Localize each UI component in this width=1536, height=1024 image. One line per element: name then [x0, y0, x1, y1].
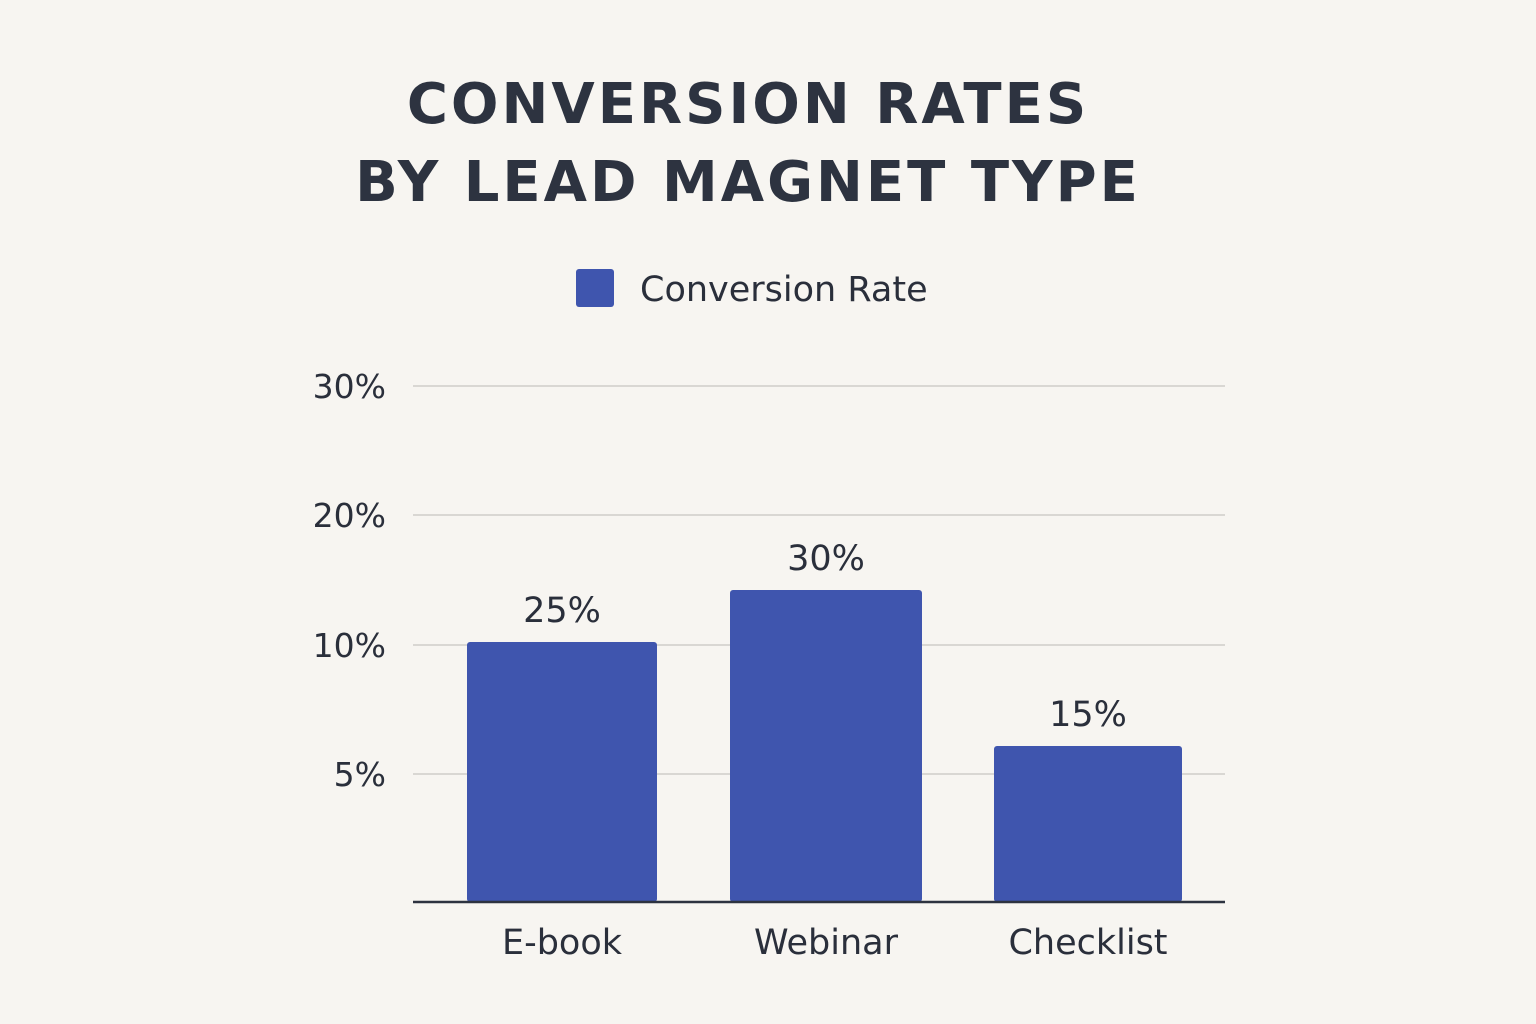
- x-tick-label: E-book: [502, 923, 623, 963]
- y-tick-label: 20%: [313, 496, 386, 535]
- y-tick-label: 5%: [334, 755, 386, 794]
- legend-swatch: [576, 269, 614, 307]
- legend-label: Conversion Rate: [640, 270, 928, 310]
- x-tick-label: Checklist: [1008, 923, 1167, 963]
- bar-checklist: [994, 746, 1182, 902]
- chart-title-line-2: BY LEAD MAGNET TYPE: [355, 150, 1141, 215]
- data-label: 25%: [523, 591, 601, 631]
- y-tick-label: 10%: [313, 626, 386, 665]
- legend: Conversion Rate: [576, 269, 928, 310]
- x-tick-label: Webinar: [754, 923, 899, 963]
- bars: [467, 590, 1182, 902]
- chart-title-line-1: CONVERSION RATES: [406, 72, 1090, 137]
- data-label: 15%: [1049, 695, 1127, 735]
- data-labels: 25% 30% 15%: [523, 539, 1127, 735]
- bar-e-book: [467, 642, 657, 902]
- y-axis-ticks: 30% 20% 10% 5%: [313, 367, 386, 794]
- bar-webinar: [730, 590, 922, 902]
- chart-title: CONVERSION RATES BY LEAD MAGNET TYPE: [0, 66, 1496, 222]
- data-label: 30%: [787, 539, 865, 579]
- x-axis-labels: E-book Webinar Checklist: [502, 923, 1168, 963]
- y-tick-label: 30%: [313, 367, 386, 406]
